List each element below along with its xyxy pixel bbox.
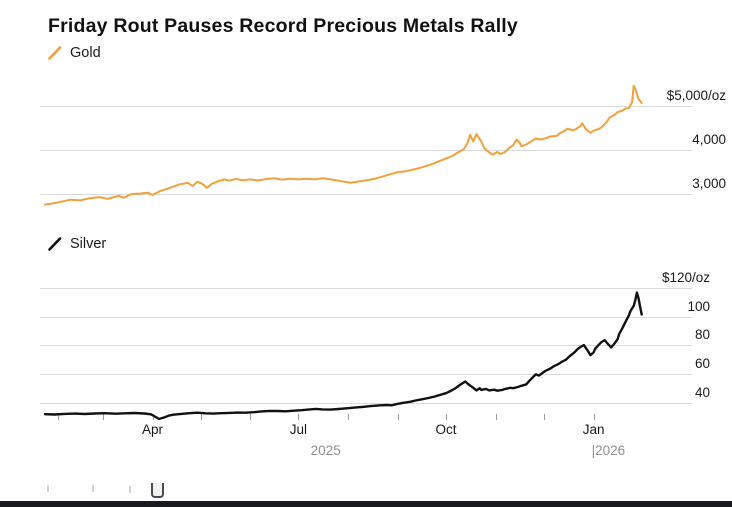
silver-y-axis-label: 40 — [694, 384, 710, 400]
month-tick — [102, 414, 104, 420]
chart-title: Friday Rout Pauses Record Precious Metal… — [48, 15, 518, 37]
silver-y-axis-label: $120/oz — [661, 270, 710, 285]
gold-legend-label: Gold — [70, 45, 101, 61]
silver-gridline — [40, 288, 692, 289]
cursor-artifact — [151, 483, 164, 498]
gold-gridline — [40, 194, 692, 195]
month-tick — [200, 414, 202, 420]
month-tick — [543, 414, 545, 420]
x-axis-month-label: Jan — [582, 422, 605, 437]
gold-legend-slash-icon — [48, 46, 62, 60]
playback-tick-artifact — [47, 485, 49, 492]
gold-gridline — [40, 149, 692, 151]
month-tick — [348, 414, 350, 420]
x-axis-year-label: 2025 — [310, 443, 341, 458]
gold-legend: Gold — [48, 45, 101, 61]
silver-y-axis-label: 100 — [687, 298, 710, 314]
x-axis-month-label: Apr — [141, 422, 164, 437]
silver-gridline — [40, 402, 692, 404]
gold-gridline — [40, 105, 692, 107]
playback-tick-artifact — [129, 486, 131, 493]
month-tick — [495, 414, 497, 420]
gold-y-axis-label: 4,000 — [692, 131, 726, 147]
bottom-bar — [0, 501, 732, 507]
silver-price-line — [43, 291, 643, 421]
month-tick — [397, 414, 399, 420]
playback-tick-artifact — [92, 485, 94, 492]
silver-legend-slash-icon — [48, 237, 62, 251]
month-tick — [593, 414, 595, 420]
silver-y-axis-label: 80 — [694, 327, 710, 343]
silver-legend: Silver — [48, 236, 106, 252]
silver-gridline — [40, 316, 692, 318]
gold-price-line — [44, 84, 643, 206]
month-tick — [250, 414, 252, 420]
silver-legend-label: Silver — [70, 236, 107, 252]
gold-y-axis-label: $5,000/oz — [666, 87, 726, 103]
gold-y-axis-label: 3,000 — [692, 176, 726, 191]
month-tick — [152, 414, 154, 420]
silver-gridline — [40, 374, 692, 375]
month-tick — [446, 414, 447, 420]
x-axis-month-label: Oct — [435, 422, 457, 437]
month-tick — [57, 414, 59, 420]
x-axis-month-label: Jul — [289, 422, 308, 437]
month-tick — [298, 414, 300, 420]
silver-gridline — [40, 345, 692, 347]
silver-y-axis-label: 60 — [694, 356, 710, 371]
x-axis-year-label: |2026 — [591, 443, 626, 458]
